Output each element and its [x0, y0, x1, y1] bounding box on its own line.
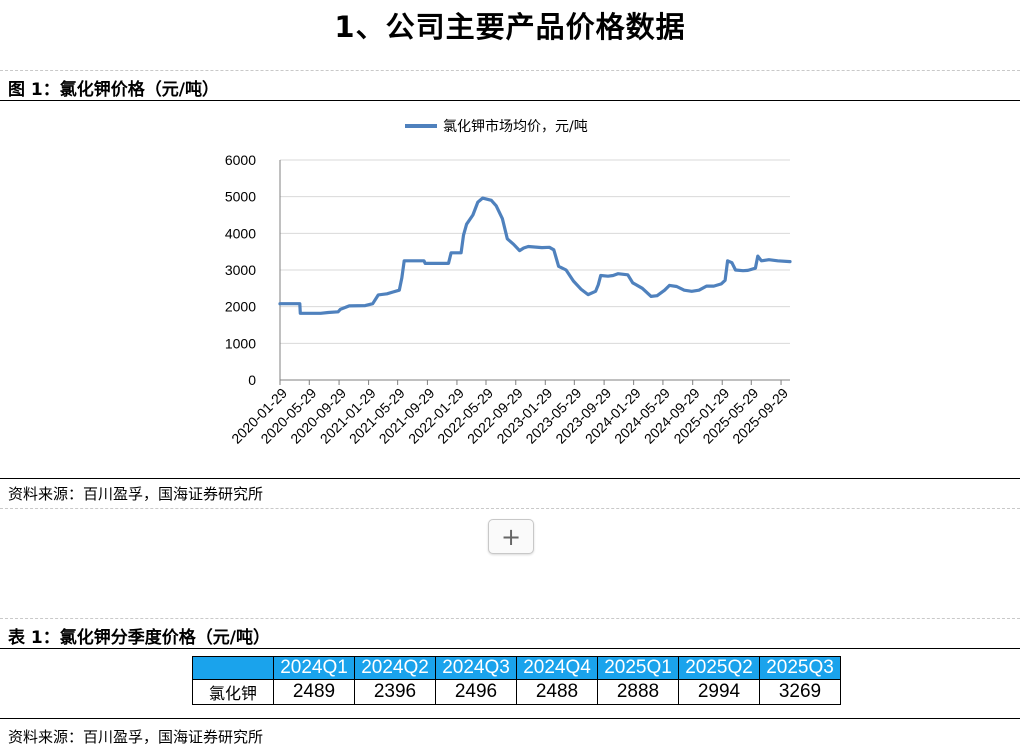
price-line-chart: 01000200030004000500060002020-01-292020-… — [225, 118, 792, 447]
table-cell: 2496 — [435, 679, 517, 705]
y-tick-label: 5000 — [225, 189, 256, 205]
y-tick-label: 3000 — [225, 262, 256, 278]
table-cell: 2489 — [273, 679, 355, 705]
y-tick-label: 1000 — [225, 335, 256, 351]
table-header-cell — [192, 656, 274, 680]
table-header-row: 2024Q1 2024Q2 2024Q3 2024Q4 2025Q1 2025Q… — [192, 656, 841, 680]
table-cell: 2994 — [678, 679, 760, 705]
table-cell: 2888 — [597, 679, 679, 705]
table-header-cell: 2025Q3 — [759, 656, 841, 680]
divider — [0, 648, 1020, 649]
table-header-cell: 2024Q3 — [435, 656, 517, 680]
y-tick-label: 2000 — [225, 299, 256, 315]
y-tick-label: 6000 — [225, 152, 256, 168]
divider — [0, 508, 1020, 509]
divider — [0, 100, 1020, 101]
table-header-cell: 2025Q2 — [678, 656, 760, 680]
y-tick-label: 0 — [248, 372, 256, 388]
figure-source: 资料来源：百川盈孚，国海证券研究所 — [8, 485, 264, 503]
plus-icon: + — [500, 522, 522, 551]
table-cell: 2396 — [354, 679, 436, 705]
series-line — [278, 196, 792, 315]
table-cell: 2488 — [516, 679, 598, 705]
divider — [0, 478, 1020, 479]
divider — [0, 70, 1020, 71]
divider — [0, 718, 1020, 719]
table-header-cell: 2024Q2 — [354, 656, 436, 680]
page-title: 1、公司主要产品价格数据 — [334, 10, 686, 44]
table-header-cell: 2025Q1 — [597, 656, 679, 680]
quarterly-price-table: 2024Q1 2024Q2 2024Q3 2024Q4 2025Q1 2025Q… — [192, 656, 841, 705]
divider — [0, 618, 1020, 619]
table-row-label: 氯化钾 — [192, 679, 274, 705]
add-button[interactable]: + — [488, 519, 534, 554]
table-row: 氯化钾 2489 2396 2496 2488 2888 2994 3269 — [192, 679, 841, 705]
table-caption: 表 1：氯化钾分季度价格（元/吨） — [8, 628, 270, 648]
legend-label: 氯化钾市场均价，元/吨 — [443, 118, 588, 135]
figure-caption: 图 1：氯化钾价格（元/吨） — [8, 80, 219, 100]
table-source: 资料来源：百川盈孚，国海证券研究所 — [8, 728, 264, 746]
y-tick-label: 4000 — [225, 225, 256, 241]
table-header-cell: 2024Q1 — [273, 656, 355, 680]
table-header-cell: 2024Q4 — [516, 656, 598, 680]
table-cell: 3269 — [759, 679, 841, 705]
